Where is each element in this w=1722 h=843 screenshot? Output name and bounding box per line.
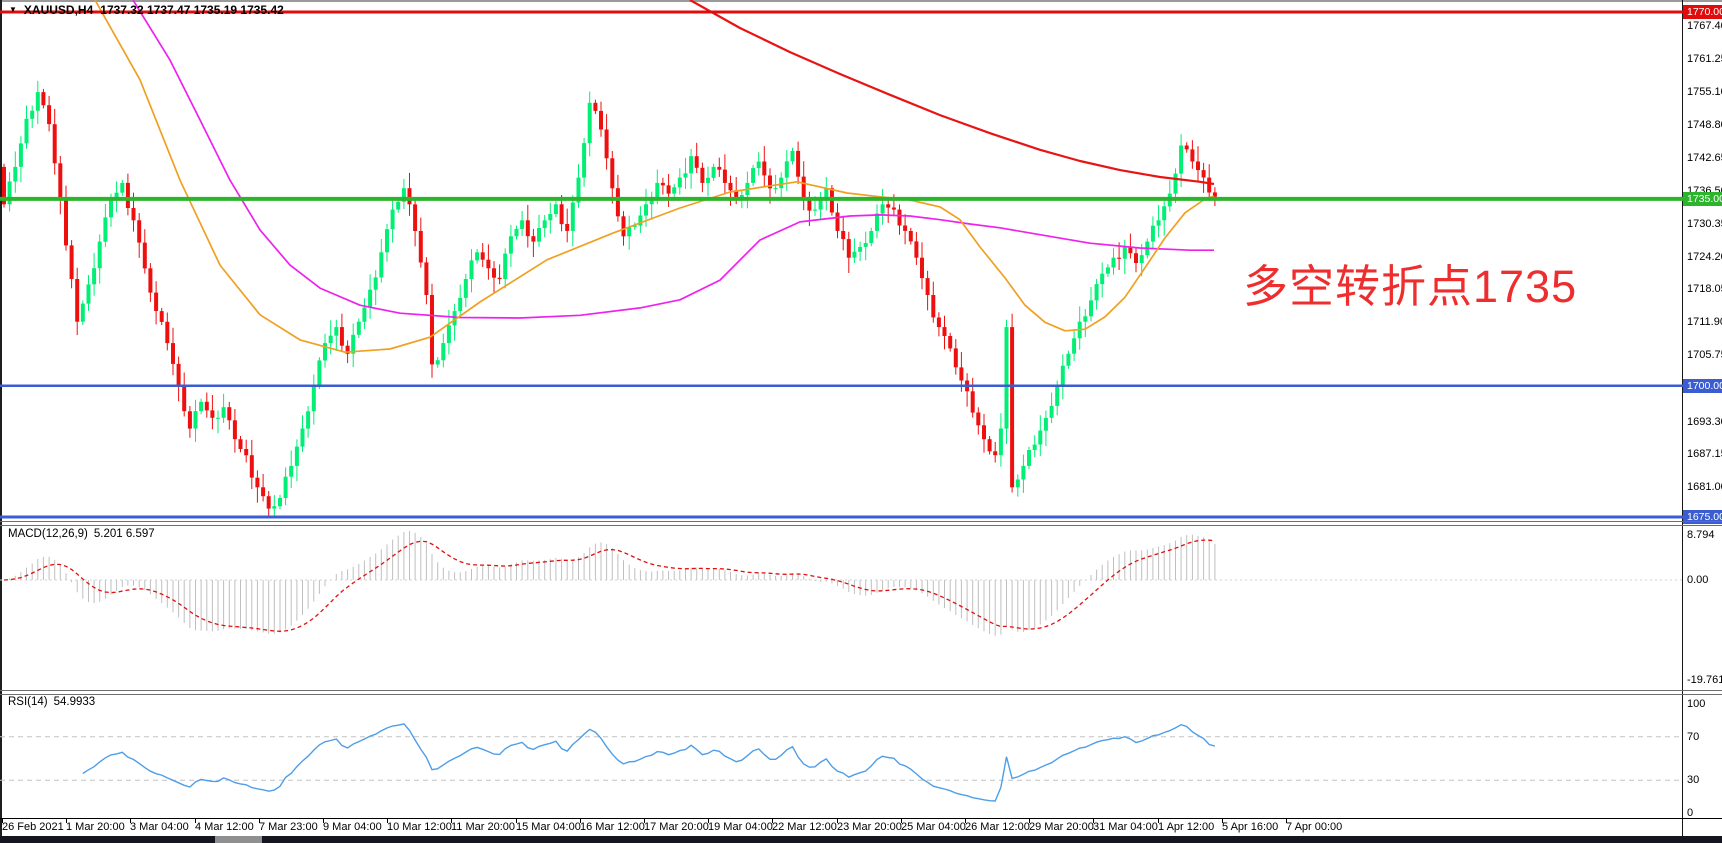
time-tick-label: 11 Mar 20:00 (451, 821, 516, 833)
price-tick-label: 1767.40 (1687, 20, 1722, 32)
price-tick-label: 1730.35 (1687, 218, 1722, 230)
rsi-axis-label: 0 (1687, 807, 1694, 819)
symbol-timeframe-label: XAUUSD,H4 (23, 3, 94, 17)
time-tick (901, 818, 902, 823)
price-axis-border (1682, 0, 1683, 836)
time-tick-label: 1 Apr 12:00 (1158, 821, 1215, 833)
time-tick (580, 818, 581, 823)
macd-chart-surface[interactable] (0, 527, 1683, 690)
time-tick (195, 818, 196, 823)
macd-name: MACD(12,26,9) (8, 528, 88, 540)
macd-current-values: 5.201 6.597 (93, 528, 155, 540)
time-tick-label: 15 Mar 04:00 (516, 821, 581, 833)
time-tick-label: 31 Mar 04:00 (1093, 821, 1158, 833)
time-tick (2, 818, 3, 823)
time-tick (965, 818, 966, 823)
time-tick (451, 818, 452, 823)
time-tick-label: 1 Mar 20:00 (66, 821, 125, 833)
price-tick-label: 1687.15 (1687, 448, 1722, 460)
time-tick (516, 818, 517, 823)
macd-axis-label: 8.794 (1687, 529, 1715, 541)
price-level-badge: 1675.00 (1683, 510, 1722, 524)
rsi-chart-surface[interactable] (0, 695, 1683, 818)
price-tick-label: 1705.75 (1687, 349, 1722, 361)
time-tick (387, 818, 388, 823)
time-tick (259, 818, 260, 823)
time-axis-line (0, 818, 1722, 819)
price-tick-label: 1761.25 (1687, 53, 1722, 65)
time-tick-label: 17 Mar 20:00 (644, 821, 709, 833)
price-tick-label: 1693.30 (1687, 416, 1722, 428)
panel-separator[interactable] (0, 525, 1722, 526)
time-tick (837, 818, 838, 823)
bottom-strip-segment (215, 836, 262, 843)
time-tick-label: 29 Mar 20:00 (1029, 821, 1094, 833)
rsi-axis-label: 100 (1687, 698, 1706, 710)
time-tick (772, 818, 773, 823)
chart-header: ▼ XAUUSD,H4 1737.32 1737.47 1735.19 1735… (9, 3, 284, 17)
ohlc-values: 1737.32 1737.47 1735.19 1735.42 (100, 3, 284, 17)
time-tick-label: 4 Mar 12:00 (195, 821, 254, 833)
time-tick-label: 22 Mar 12:00 (772, 821, 837, 833)
time-tick-label: 10 Mar 12:00 (387, 821, 452, 833)
time-tick-label: 19 Mar 04:00 (708, 821, 773, 833)
panel-separator[interactable] (0, 690, 1722, 691)
time-tick (708, 818, 709, 823)
time-tick (1029, 818, 1030, 823)
price-level-badge: 1770.00 (1683, 5, 1722, 19)
rsi-name: RSI(14) (8, 696, 48, 708)
macd-axis-label: 0.00 (1687, 574, 1709, 586)
bottom-strip-segment (0, 836, 215, 843)
time-tick-label: 7 Mar 23:00 (259, 821, 318, 833)
price-tick-label: 1718.05 (1687, 283, 1722, 295)
candlestick-chart-surface[interactable] (0, 0, 1683, 520)
time-tick-label: 26 Feb 2021 (2, 821, 64, 833)
time-tick-label: 16 Mar 12:00 (580, 821, 645, 833)
price-tick-label: 1724.20 (1687, 251, 1722, 263)
price-tick-label: 1742.65 (1687, 152, 1722, 164)
price-tick-label: 1748.80 (1687, 119, 1722, 131)
time-tick (644, 818, 645, 823)
macd-indicator-label: MACD(12,26,9) 5.201 6.597 (8, 528, 155, 540)
time-tick-label: 5 Apr 16:00 (1222, 821, 1279, 833)
time-tick-label: 23 Mar 20:00 (837, 821, 902, 833)
time-tick (130, 818, 131, 823)
time-tick (66, 818, 67, 823)
rsi-indicator-label: RSI(14) 54.9933 (8, 696, 95, 708)
price-level-badge: 1700.00 (1683, 379, 1722, 393)
symbol-dropdown-triangle-icon[interactable]: ▼ (9, 5, 17, 14)
macd-axis-label: -19.761 (1687, 674, 1722, 686)
window-top-border (0, 0, 1722, 2)
price-tick-label: 1711.90 (1687, 316, 1722, 328)
rsi-axis-label: 30 (1687, 774, 1700, 786)
time-tick-label: 9 Mar 04:00 (323, 821, 382, 833)
price-tick-label: 1681.00 (1687, 481, 1722, 493)
time-tick (1158, 818, 1159, 823)
price-level-badge: 1735.00 (1683, 192, 1722, 206)
time-tick-label: 25 Mar 04:00 (901, 821, 966, 833)
rsi-axis-label: 70 (1687, 731, 1700, 743)
bottom-strip-segment (262, 836, 1722, 843)
time-tick-label: 3 Mar 04:00 (130, 821, 189, 833)
time-tick (1222, 818, 1223, 823)
panel-separator[interactable] (0, 521, 1722, 522)
price-tick-label: 1755.10 (1687, 86, 1722, 98)
window-left-border (0, 0, 2, 836)
time-tick-label: 26 Mar 12:00 (965, 821, 1030, 833)
time-tick (323, 818, 324, 823)
rsi-current-value: 54.9933 (53, 696, 96, 708)
time-tick-label: 7 Apr 00:00 (1286, 821, 1343, 833)
chart-annotation-text: 多空转折点1735 (1243, 261, 1578, 312)
time-tick (1093, 818, 1094, 823)
panel-separator[interactable] (0, 694, 1722, 695)
time-tick (1286, 818, 1287, 823)
